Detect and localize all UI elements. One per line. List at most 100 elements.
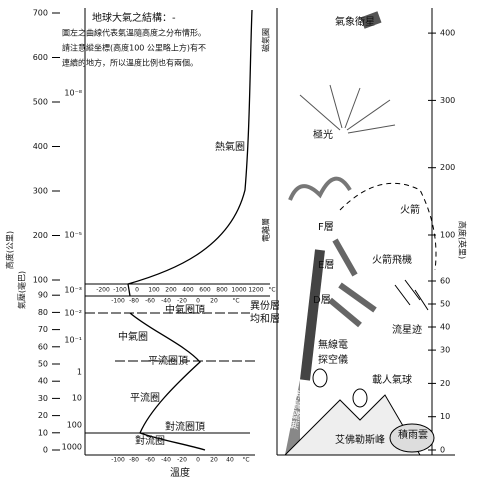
height-tick-label: 60 <box>38 342 48 351</box>
pressure-tick-label: 10⁻⁵ <box>64 231 82 240</box>
layer-label: 熱氣圈 <box>215 140 245 153</box>
layer-label: 對流圈頂 <box>165 420 205 433</box>
mile-tick-label: 400 <box>440 29 455 38</box>
temp-tick-label: 200 <box>165 287 177 294</box>
height-tick-label: 700 <box>33 9 48 18</box>
radio-wave-band <box>285 380 300 455</box>
ionosphere-band <box>300 249 325 381</box>
mile-tick-label: 30 <box>440 346 450 355</box>
mile-tick-label: 200 <box>440 163 455 172</box>
temp-tick-label: -200 <box>96 287 110 294</box>
temp-tick-label: 20 <box>210 298 218 305</box>
pressure-tick-label: 1000 <box>62 443 82 452</box>
height-tick-label: 70 <box>38 325 48 334</box>
aurora-icon <box>299 84 396 134</box>
mile-tick-label: 40 <box>440 323 450 332</box>
height-tick-label: 20 <box>38 411 48 420</box>
right-label: 探空儀 <box>318 353 348 366</box>
mile-axis-label: 高度(英里) <box>458 221 468 259</box>
mile-tick-label: 0 <box>440 446 445 455</box>
note: 連續的地方，所以溫度比例也有兩個。 <box>62 58 198 68</box>
temp-tick-label: 1000 <box>231 287 246 294</box>
temp-tick-label: 800 <box>216 287 228 294</box>
pressure-tick-label: 10⁻³ <box>64 286 82 295</box>
mile-tick-label: 100 <box>440 231 455 240</box>
temp-tick-label: 0 <box>196 298 200 305</box>
layer-label: 均和層 <box>250 313 280 325</box>
temp-tick-label: -80 <box>129 298 139 305</box>
temp-tick-label: 0 <box>135 287 139 294</box>
layer-label: 中氣圈頂 <box>165 303 205 316</box>
temp-tick-label: 20 <box>210 457 218 464</box>
temp-tick-label: 40 <box>226 457 234 464</box>
layer-label: 平流圈頂 <box>148 354 188 367</box>
title: 地球大氣之結構：- <box>92 11 176 24</box>
temp-tick-label: 400 <box>182 287 194 294</box>
mile-tick-label: 60 <box>440 277 450 286</box>
right-label: 載人氣球 <box>372 373 412 386</box>
height-tick-label: 400 <box>33 142 48 151</box>
layer-label: 異份層 <box>250 300 280 312</box>
height-tick-label: 100 <box>33 276 48 285</box>
right-label: 流星迹 <box>392 323 422 336</box>
temp-tick-label: -80 <box>129 457 139 464</box>
height-tick-label: 300 <box>33 187 48 196</box>
temp-tick-label: -40 <box>161 457 171 464</box>
temp-unit: °C <box>242 457 249 464</box>
rocket-path <box>339 182 437 271</box>
pressure-label: 氣壓(毫巴) <box>17 271 27 309</box>
layer-label: 中氣圈 <box>118 330 148 343</box>
temperature-curve <box>127 9 253 451</box>
right-label: 火箭飛機 <box>372 253 412 266</box>
layer-label: 平流圈 <box>130 391 160 404</box>
note: 請注意縱坐標(高度100 公里略上方)有不 <box>62 43 206 53</box>
right-label: 火箭 <box>400 203 420 216</box>
right-label: 無線電波 <box>287 389 308 431</box>
temp-tick-label: -20 <box>177 457 187 464</box>
temp-tick-label: 1200 <box>248 287 263 294</box>
height-tick-label: 40 <box>38 377 48 386</box>
height-tick-label: 50 <box>38 360 48 369</box>
pressure-tick-label: 100 <box>67 421 82 430</box>
pressure-tick-label: 10⁻¹ <box>64 336 82 345</box>
temp-unit: °C <box>232 298 239 305</box>
height-tick-label: 600 <box>33 53 48 62</box>
balloon <box>312 368 328 388</box>
mile-tick-label: 50 <box>440 300 450 309</box>
temp-tick-label: -20 <box>177 298 187 305</box>
right-label: 積雨雲 <box>398 428 428 441</box>
right-label: 艾佛勒斯峰 <box>335 433 385 446</box>
cloud <box>389 423 435 453</box>
satellite-icon <box>360 11 382 29</box>
temp-tick-label: -100 <box>113 287 127 294</box>
temp-tick-label: -60 <box>145 457 155 464</box>
right-label: F層 <box>318 221 334 233</box>
aurora-band <box>288 176 352 201</box>
right-label: 氣象衛星 <box>335 15 375 28</box>
pressure-tick-label: 10⁻⁸ <box>64 89 82 98</box>
right-label: E層 <box>318 259 334 271</box>
height-tick-label: 0 <box>43 446 48 455</box>
side-label: 電離層 <box>261 218 271 242</box>
mile-tick-label: 20 <box>440 379 450 388</box>
temp-unit: °C <box>268 287 275 294</box>
right-label: 極光 <box>313 128 333 141</box>
right-label: 無線電 <box>318 338 348 351</box>
temp-tick-label: -40 <box>161 298 171 305</box>
mile-tick-label: 10 <box>440 412 450 421</box>
mountain <box>283 394 421 456</box>
pressure-tick-label: 10 <box>72 394 82 403</box>
right-label: D層 <box>313 294 331 306</box>
temp-tick-label: 100 <box>148 287 160 294</box>
layer-label: 對流圈 <box>135 434 165 447</box>
pressure-tick-label: 1 <box>77 368 82 377</box>
note: 圖左之曲線代表氣溫隨高度之分布情形。 <box>62 28 206 38</box>
height-tick-label: 10 <box>38 428 48 437</box>
side-label: 磁氣圈 <box>261 28 271 52</box>
temp-tick-label: -100 <box>111 298 125 305</box>
height-tick-label: 90 <box>38 291 48 300</box>
meteor-trails <box>394 279 429 311</box>
layer-rays <box>328 238 377 328</box>
temp-tick-label: -100 <box>111 457 125 464</box>
